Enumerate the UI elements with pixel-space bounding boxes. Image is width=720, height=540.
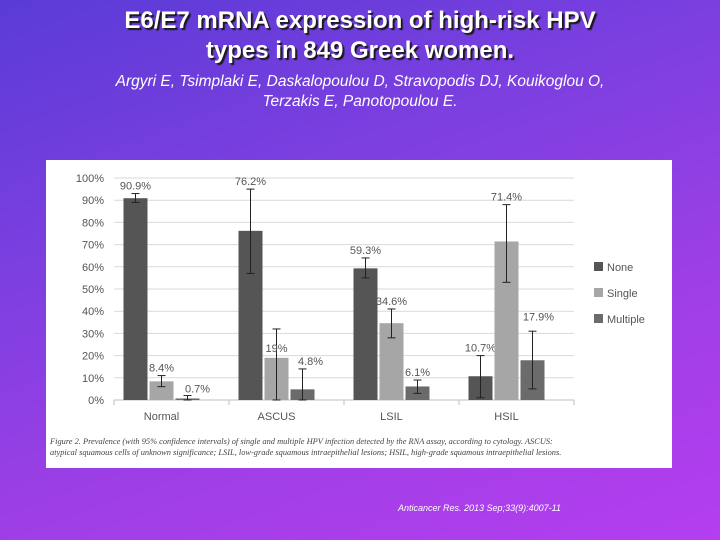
data-label: 76.2% — [235, 176, 266, 188]
data-label-hsil-multiple: 17.9% — [523, 311, 554, 323]
y-tick-label: 10% — [82, 373, 104, 385]
y-tick-label: 70% — [82, 240, 104, 252]
data-label: 34.6% — [376, 296, 407, 308]
x-tick-label: Normal — [144, 411, 179, 423]
authors: Argyri E, Tsimplaki E, Daskalopoulou D, … — [40, 72, 680, 112]
data-label: 8.4% — [149, 363, 174, 375]
data-label: 10.7% — [465, 343, 496, 355]
y-tick-label: 80% — [82, 217, 104, 229]
bar-none — [353, 268, 378, 400]
data-label: 19% — [265, 343, 287, 355]
bar-none — [123, 198, 148, 400]
x-tick-label: LSIL — [380, 411, 403, 423]
data-label: 90.9% — [120, 181, 151, 193]
y-tick-label: 50% — [82, 284, 104, 296]
figure-panel: 0% 10% 20% 30% 40% 50% 60% 70% 80% 90% 100% 90.9% 8.… — [46, 160, 672, 468]
y-tick-label: 90% — [82, 195, 104, 207]
legend-label-multiple: Multiple — [607, 314, 645, 326]
caption-line-1: Figure 2. Prevalence (with 95% confidenc… — [50, 437, 553, 446]
y-tick-label: 100% — [76, 173, 104, 185]
y-tick-label: 0% — [88, 395, 104, 407]
legend-swatch-single — [594, 288, 603, 297]
data-label: 0.7% — [185, 383, 210, 395]
caption-line-2: atypical squamous cells of unknown signi… — [50, 448, 562, 457]
authors-line-2: Terzakis E, Panotopoulou E. — [262, 93, 458, 110]
authors-line-1: Argyri E, Tsimplaki E, Daskalopoulou D, … — [115, 73, 605, 90]
y-tick-label: 20% — [82, 351, 104, 363]
bar-single — [149, 381, 174, 400]
legend-swatch-none — [594, 262, 603, 271]
y-tick-label: 40% — [82, 306, 104, 318]
citation: Anticancer Res. 2013 Sep;33(9):4007-11 — [398, 503, 561, 513]
legend-label-single: Single — [607, 288, 638, 300]
title-line-1: E6/E7 mRNA expression of high-risk HPV — [124, 7, 596, 34]
legend-swatch-multiple — [594, 314, 603, 323]
bar-chart: 0% 10% 20% 30% 40% 50% 60% 70% 80% 90% 100% 90.9% 8.… — [76, 173, 645, 423]
x-tick-label: HSIL — [494, 411, 518, 423]
data-label: 59.3% — [350, 245, 381, 257]
slide-title: E6/E7 mRNA expression of high-risk HPV t… — [0, 6, 720, 66]
y-tick-label: 60% — [82, 262, 104, 274]
title-line-2: types in 849 Greek women. — [205, 37, 515, 64]
y-tick-label: 30% — [82, 328, 104, 340]
data-label: 6.1% — [405, 367, 430, 379]
figure-caption: Figure 2. Prevalence (with 95% confidenc… — [50, 436, 670, 458]
x-tick-label: ASCUS — [258, 411, 296, 423]
legend-label-none: None — [607, 262, 633, 274]
data-label: 4.8% — [298, 356, 323, 368]
data-label: 71.4% — [491, 192, 522, 204]
